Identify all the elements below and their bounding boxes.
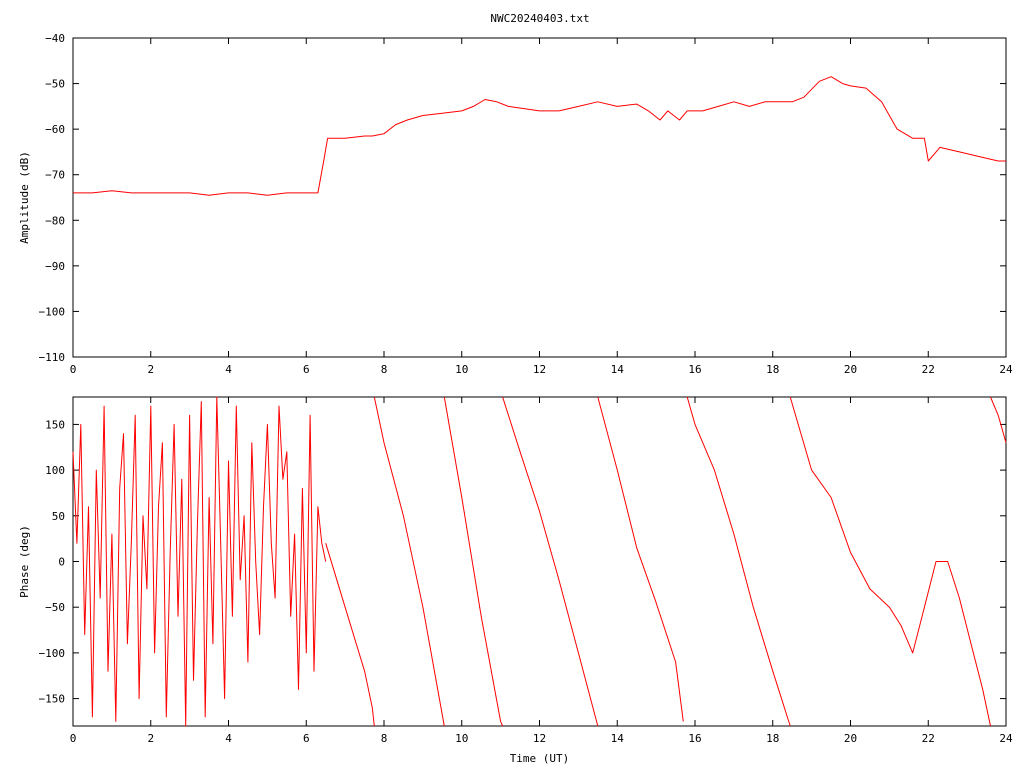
amplitude-x-tick-label: 20: [844, 363, 857, 376]
amplitude-x-tick-label: 2: [147, 363, 154, 376]
phase-x-axis-label: Time (UT): [510, 752, 570, 765]
amplitude-y-tick-label: −110: [39, 351, 66, 364]
amplitude-x-tick-label: 4: [225, 363, 232, 376]
amplitude-x-tick-label: 18: [766, 363, 779, 376]
phase-x-tick-label: 12: [533, 732, 546, 745]
amplitude-x-tick-label: 14: [611, 363, 625, 376]
amplitude-x-tick-label: 24: [999, 363, 1013, 376]
amplitude-series-line-0: [73, 76, 1006, 196]
amplitude-x-tick-label: 16: [688, 363, 701, 376]
phase-x-tick-label: 16: [688, 732, 701, 745]
phase-x-tick-label: 22: [922, 732, 935, 745]
phase-x-tick-label: 2: [147, 732, 154, 745]
phase-y-tick-label: 100: [45, 464, 65, 477]
amplitude-x-tick-label: 0: [70, 363, 77, 376]
amplitude-y-tick-label: −40: [45, 32, 65, 45]
phase-plot-frame: [72, 396, 1007, 727]
phase-x-tick-label: 0: [70, 732, 77, 745]
phase-y-tick-label: 0: [58, 556, 65, 569]
amplitude-y-tick-label: −80: [45, 214, 65, 227]
amplitude-x-tick-label: 8: [381, 363, 388, 376]
phase-series-line-6: [686, 396, 791, 727]
amplitude-x-tick-label: 22: [922, 363, 935, 376]
amplitude-y-axis-label: Amplitude (dB): [18, 151, 31, 244]
amplitude-y-tick-label: −100: [39, 305, 66, 318]
amplitude-y-tick-label: −90: [45, 260, 65, 273]
amplitude-y-tick-label: −70: [45, 169, 65, 182]
amplitude-x-tick-label: 6: [303, 363, 310, 376]
phase-y-tick-label: 150: [45, 418, 65, 431]
amplitude-y-tick-label: −50: [45, 78, 65, 91]
phase-series-line-3: [443, 396, 504, 727]
phase-x-tick-label: 10: [455, 732, 468, 745]
phase-series-line-1: [325, 543, 375, 727]
phase-series-line-7: [789, 396, 991, 727]
phase-series-line-0: [72, 396, 327, 727]
amplitude-y-tick-label: −60: [45, 123, 65, 136]
phase-y-tick-label: −150: [39, 693, 66, 706]
phase-x-tick-label: 6: [303, 732, 310, 745]
phase-y-tick-label: −100: [39, 647, 66, 660]
phase-y-tick-label: 50: [52, 510, 65, 523]
amplitude-x-tick-label: 12: [533, 363, 546, 376]
phase-x-tick-label: 24: [999, 732, 1013, 745]
phase-y-tick-label: −50: [45, 601, 65, 614]
amplitude-x-tick-label: 10: [455, 363, 468, 376]
phase-series-line-5: [597, 396, 684, 722]
phase-series-line-2: [373, 396, 445, 727]
page-title: NWC20240403.txt: [490, 12, 590, 25]
phase-x-tick-label: 20: [844, 732, 857, 745]
phase-x-tick-label: 8: [381, 732, 388, 745]
phase-x-tick-label: 4: [225, 732, 232, 745]
phase-y-axis-label: Phase (deg): [18, 525, 31, 598]
phase-x-tick-label: 18: [766, 732, 779, 745]
amplitude-plot-frame: [72, 37, 1007, 358]
phase-x-tick-label: 14: [611, 732, 625, 745]
phase-series-line-8: [990, 396, 1007, 443]
phase-series-line-4: [502, 396, 599, 727]
